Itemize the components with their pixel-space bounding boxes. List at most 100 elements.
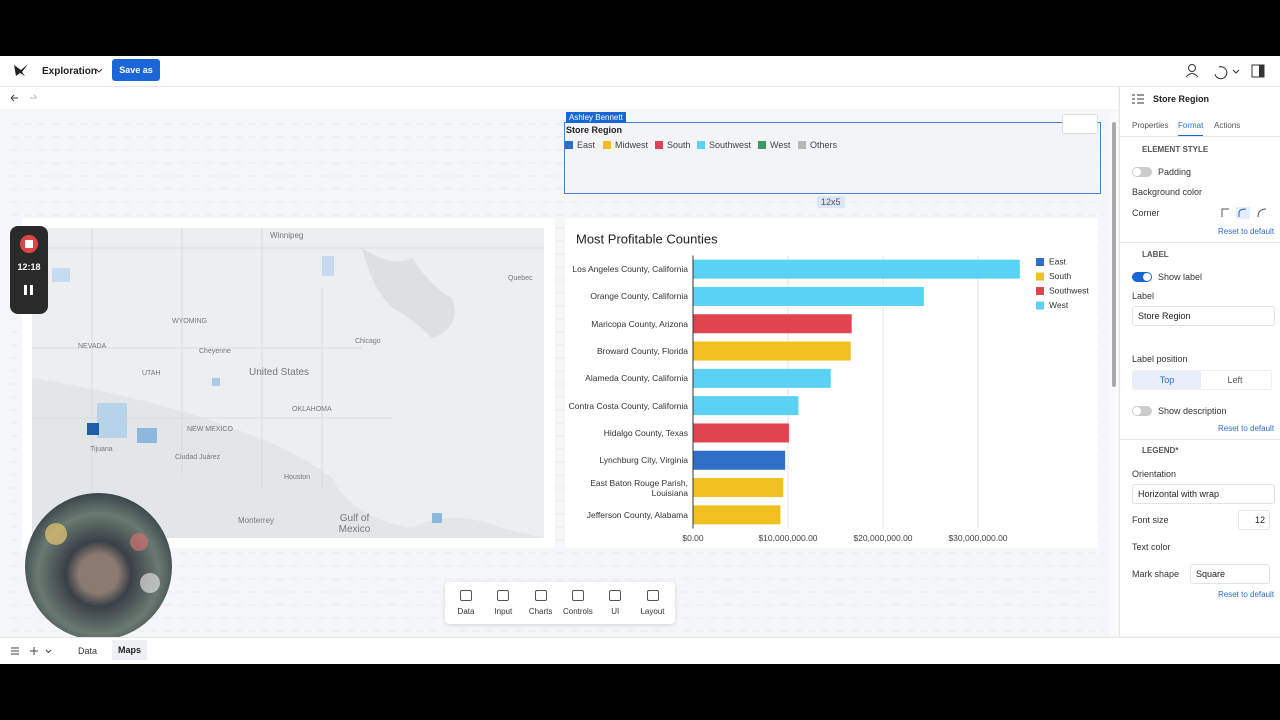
recorder: 12:18 — [10, 226, 48, 314]
legend-swatch — [1036, 258, 1044, 266]
mark-shape-select[interactable]: Square — [1190, 564, 1270, 584]
pause-bar — [30, 285, 33, 295]
y-tick-label: Broward County, Florida — [596, 346, 688, 357]
field-label: Show description — [1158, 406, 1227, 416]
toggle[interactable] — [1132, 167, 1152, 177]
legend-swatch — [697, 141, 705, 149]
field-label: Background color — [1132, 187, 1203, 197]
corner-options[interactable] — [1220, 207, 1270, 219]
bar — [693, 478, 784, 498]
legend-label: Southwest — [709, 140, 752, 150]
tool-icon[interactable] — [571, 590, 584, 601]
section-heading[interactable]: LABEL — [1142, 250, 1169, 259]
save-button[interactable]: Save as — [112, 59, 160, 81]
segment[interactable]: Left — [1227, 375, 1243, 385]
format-panel: Store Region Properties Format Actions E… — [1119, 87, 1280, 636]
page-icons — [11, 647, 52, 655]
legend-widget-title: Store Region — [566, 125, 623, 135]
workbook-title[interactable]: Exploration — [42, 66, 98, 77]
legend-label: West — [1049, 300, 1069, 310]
orientation-select[interactable]: Horizontal with wrap — [1132, 484, 1275, 504]
toolbox: Data Input Charts Controls UI Layout — [445, 582, 675, 624]
reset-link[interactable]: Reset to default — [1218, 424, 1275, 433]
bar — [693, 450, 786, 470]
stop-button[interactable] — [20, 235, 38, 253]
panel-tab[interactable]: Properties — [1132, 121, 1169, 130]
tool-label[interactable]: Input — [494, 607, 513, 616]
map-label: OKLAHOMA — [292, 406, 332, 413]
widget-menu[interactable] — [1062, 114, 1098, 134]
page-tab[interactable]: Data — [78, 646, 98, 656]
section-heading[interactable]: LEGEND* — [1142, 446, 1179, 455]
panel-icon — [1132, 94, 1144, 104]
tool-icon[interactable] — [609, 590, 622, 601]
legend-swatch — [1036, 301, 1044, 310]
map-label: Chicago — [355, 338, 381, 345]
logo — [14, 64, 28, 76]
legend-swatch — [565, 141, 573, 149]
pause-button[interactable] — [24, 285, 27, 295]
map-label: Ciudad Juárez — [175, 454, 221, 461]
bottom-bar: Data Maps — [0, 637, 1280, 664]
section-heading[interactable]: ELEMENT STYLE — [1142, 145, 1209, 154]
map-label: Gulf of Mexico — [338, 513, 371, 535]
legend-swatch — [603, 141, 611, 149]
field-label: Orientation — [1132, 469, 1177, 479]
scrollbar[interactable] — [1110, 112, 1118, 636]
reset-link[interactable]: Reset to default — [1218, 590, 1275, 599]
x-tick-label: $20,000,000.00 — [853, 533, 912, 543]
map-label: NEW MEXICO — [187, 426, 233, 433]
y-tick-label: Hidalgo County, Texas — [603, 427, 688, 438]
bar — [693, 368, 831, 388]
map-shapes — [32, 228, 544, 538]
panel-tab-active[interactable]: Format — [1178, 121, 1204, 137]
legend-swatch — [758, 141, 766, 149]
top-icons — [1185, 64, 1265, 80]
field-label: Label — [1132, 291, 1155, 301]
field-label: Padding — [1158, 167, 1192, 177]
legend-label: East — [1049, 256, 1067, 266]
segment-active[interactable]: Top — [1133, 371, 1201, 389]
toggle[interactable] — [1132, 406, 1152, 416]
undo-bar — [0, 87, 1118, 109]
tool-label[interactable]: UI — [611, 607, 620, 616]
legend-label: East — [577, 140, 596, 150]
tool-label[interactable]: Layout — [640, 607, 665, 616]
page-tab-active[interactable]: Maps — [112, 640, 148, 660]
toggle[interactable] — [1132, 272, 1152, 282]
panel-tab[interactable]: Actions — [1214, 121, 1241, 130]
size-badge: 12x5 — [817, 196, 845, 208]
tool-icon[interactable] — [460, 590, 472, 601]
legend-label: South — [1049, 271, 1071, 281]
undo-redo[interactable] — [9, 93, 39, 103]
x-tick-label: $0.00 — [682, 533, 704, 543]
legend-label: Midwest — [615, 140, 649, 150]
segmented — [1132, 370, 1272, 390]
map-label: Quebec — [508, 275, 533, 282]
tool-icon[interactable] — [646, 590, 659, 601]
map-label: UTAH — [142, 370, 161, 377]
y-tick-label: Maricopa County, Arizona — [591, 318, 688, 329]
map-label: United States — [249, 367, 310, 378]
label-input[interactable]: Store Region — [1132, 306, 1275, 326]
font-size-input[interactable]: 12 — [1238, 510, 1270, 530]
legend-swatch — [798, 141, 806, 149]
legend-widget[interactable] — [564, 122, 1101, 194]
map[interactable]: Winnipeg WYOMING NEVADA UTAH United States Ch… — [32, 228, 544, 538]
tool-label[interactable]: Controls — [562, 607, 593, 616]
tool-icon[interactable] — [534, 590, 547, 601]
bar — [693, 505, 781, 525]
field-label: Mark shape — [1132, 569, 1180, 579]
x-tick-label: $10,000,000.00 — [758, 533, 817, 543]
tool-label[interactable]: Charts — [528, 607, 553, 616]
reset-link[interactable]: Reset to default — [1218, 227, 1275, 236]
chart-card: Most Profitable Counties $0.00 $10,000,00… — [565, 218, 1098, 548]
app-bar: Exploration Save as — [0, 56, 1280, 87]
bar — [693, 341, 851, 361]
x-tick-label: $30,000,000.00 — [948, 533, 1007, 543]
tool-label[interactable]: Data — [457, 607, 475, 616]
field-label: Font size — [1132, 515, 1169, 525]
tool-icon[interactable] — [497, 590, 510, 601]
chevron — [95, 68, 103, 73]
